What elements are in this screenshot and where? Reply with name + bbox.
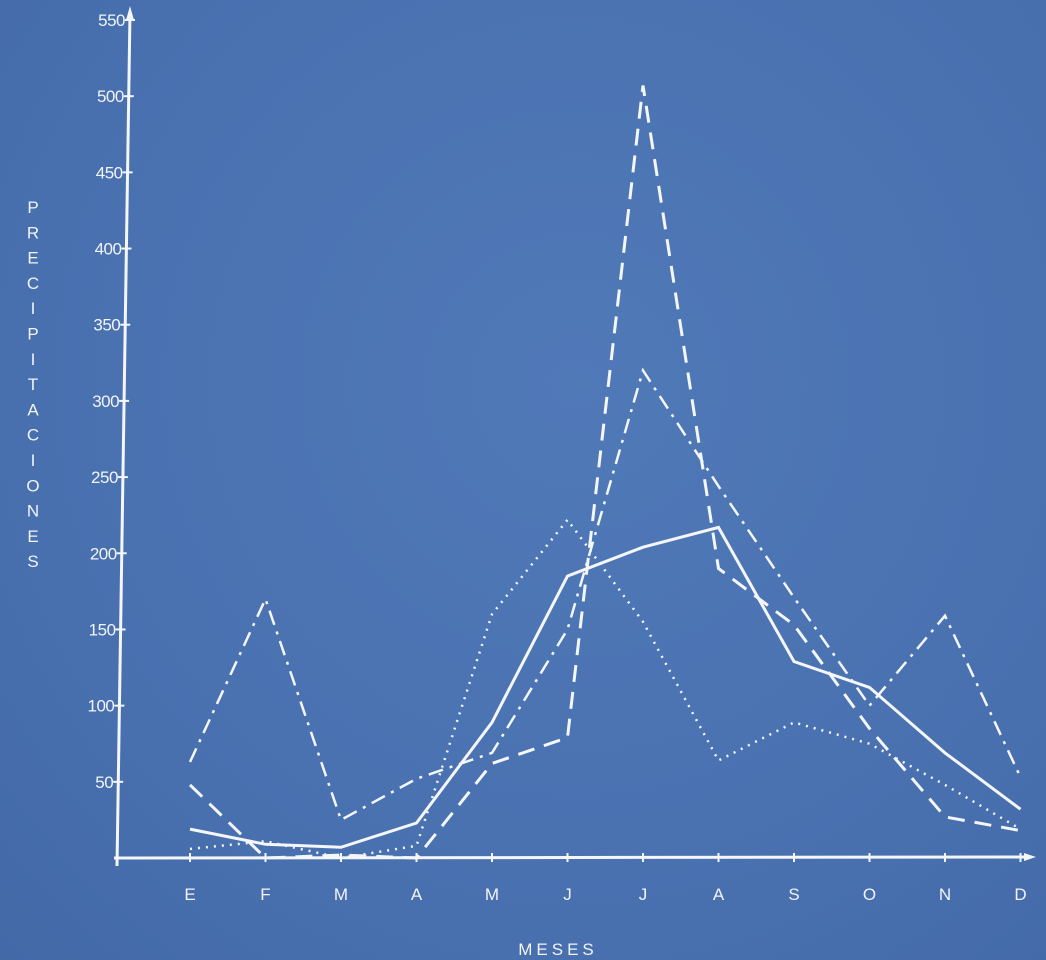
x-tick-label: J — [639, 885, 648, 904]
y-axis-arrowhead — [126, 6, 134, 20]
y-axis-title-letter: O — [26, 476, 39, 495]
x-tick-label: S — [788, 885, 799, 904]
y-tick-label: 450 — [96, 163, 123, 182]
x-tick-label: M — [334, 885, 348, 904]
y-axis-title-letter: P — [27, 325, 38, 344]
y-axis — [115, 11, 132, 867]
y-axis-title-letter: T — [28, 375, 38, 394]
series-line-dashdot — [188, 367, 1022, 822]
y-axis-title-letter: N — [27, 502, 39, 521]
y-axis-title-letter: C — [27, 426, 39, 445]
x-tick-label: F — [260, 885, 270, 904]
x-tick-label: A — [713, 885, 725, 904]
y-ticks: 50 100 150 200 250 300 350 400 450 500 550 — [87, 11, 135, 792]
y-tick-label: 500 — [97, 87, 124, 106]
series-line-dotted — [189, 517, 1022, 860]
x-axis-title: MESES — [518, 940, 598, 959]
y-tick-label: 200 — [90, 544, 117, 563]
y-axis-title-letter: R — [27, 223, 39, 242]
x-tick-label: J — [563, 885, 572, 904]
y-axis-title-letter: E — [27, 527, 38, 546]
series-line-solid — [189, 525, 1022, 849]
y-axis-title-letter: P — [27, 198, 38, 217]
x-axis — [113, 855, 1031, 860]
x-tick-label: N — [939, 885, 951, 904]
y-axis-title-letter: S — [27, 552, 38, 571]
y-axis-title-letter: I — [31, 350, 36, 369]
y-axis-title-letter: E — [27, 249, 38, 268]
series-lines — [188, 85, 1022, 860]
y-axis-title-letter: I — [31, 451, 36, 470]
x-tick-label: D — [1014, 885, 1026, 904]
y-tick-label: 300 — [92, 392, 119, 411]
axes — [113, 6, 1036, 867]
y-axis-title-letter: I — [31, 299, 36, 318]
x-tick-label: A — [411, 885, 423, 904]
y-tick-label: 400 — [95, 240, 122, 259]
y-axis-title-letter: C — [27, 274, 39, 293]
x-axis-arrowhead — [1024, 853, 1036, 861]
y-tick-label: 100 — [87, 697, 114, 716]
y-tick-label: 550 — [98, 11, 125, 30]
x-tick-label: O — [863, 885, 876, 904]
y-tick-label: 150 — [89, 620, 116, 639]
x-tick-label: M — [485, 885, 499, 904]
y-tick-label: 250 — [91, 468, 118, 487]
y-tick-label: 50 — [95, 773, 113, 792]
series-line-dashed — [188, 85, 1021, 860]
y-tick-label: 350 — [93, 316, 120, 335]
y-axis-title-letter: A — [27, 400, 39, 419]
x-tick-label: E — [184, 885, 195, 904]
